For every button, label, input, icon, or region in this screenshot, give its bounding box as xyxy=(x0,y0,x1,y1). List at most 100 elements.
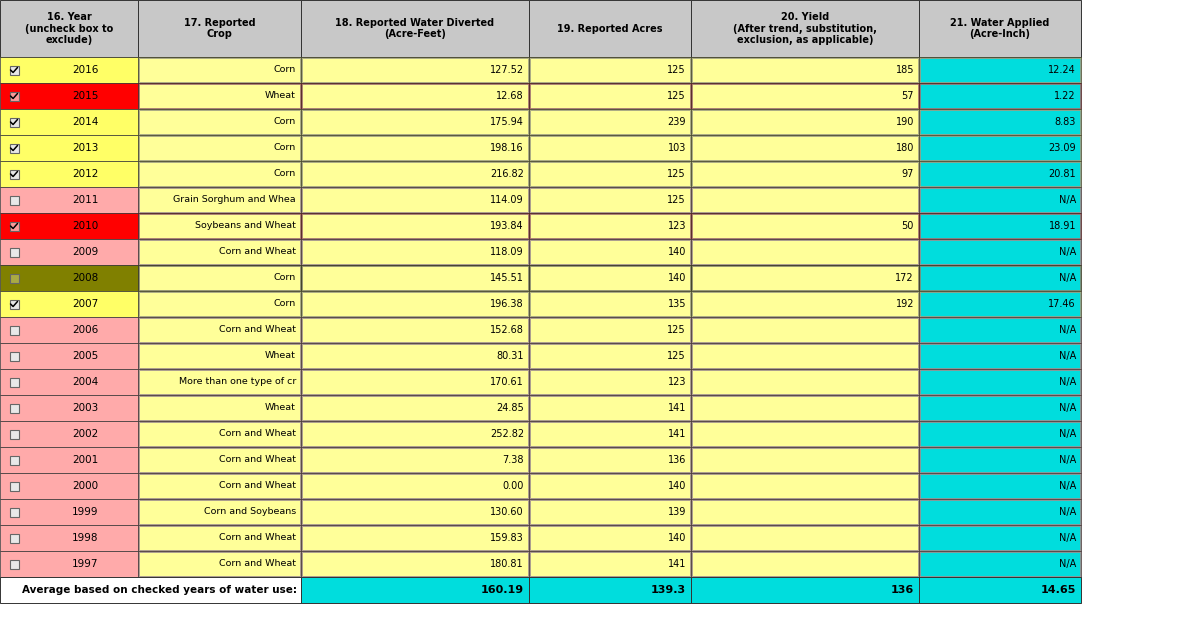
Text: 17.46: 17.46 xyxy=(1049,299,1076,309)
Bar xyxy=(301,109,529,135)
Text: 2014: 2014 xyxy=(72,117,98,127)
Text: Corn and Wheat: Corn and Wheat xyxy=(220,325,296,334)
Text: 140: 140 xyxy=(667,481,686,491)
Bar xyxy=(139,500,300,524)
Bar xyxy=(530,110,690,134)
Text: 80.31: 80.31 xyxy=(497,351,524,361)
Text: N/A: N/A xyxy=(1058,455,1076,465)
Text: 1998: 1998 xyxy=(72,533,98,543)
Bar xyxy=(919,473,1081,499)
Bar xyxy=(691,577,919,603)
Bar xyxy=(920,292,1080,316)
Bar xyxy=(302,214,528,238)
Bar xyxy=(0,421,138,447)
Bar xyxy=(919,421,1081,447)
Text: N/A: N/A xyxy=(1058,533,1076,543)
Text: 145.51: 145.51 xyxy=(490,273,524,283)
Bar xyxy=(919,83,1081,109)
Bar xyxy=(919,213,1081,239)
Text: 252.82: 252.82 xyxy=(490,429,524,439)
Text: Corn and Wheat: Corn and Wheat xyxy=(220,456,296,465)
Text: Corn: Corn xyxy=(274,118,296,126)
Bar xyxy=(919,57,1081,83)
Bar xyxy=(920,58,1080,82)
Text: Corn: Corn xyxy=(274,274,296,283)
Text: Wheat: Wheat xyxy=(265,351,296,360)
Bar xyxy=(692,526,918,550)
Bar xyxy=(10,456,18,465)
Bar xyxy=(301,447,529,473)
Bar xyxy=(139,84,300,108)
Bar xyxy=(139,396,300,420)
Bar xyxy=(692,370,918,394)
Text: Average based on checked years of water use:: Average based on checked years of water … xyxy=(22,585,298,595)
Text: 125: 125 xyxy=(667,351,686,361)
Bar xyxy=(529,317,691,343)
Bar xyxy=(302,110,528,134)
Bar xyxy=(530,214,690,238)
Bar xyxy=(0,187,138,213)
Bar xyxy=(530,448,690,472)
Bar xyxy=(920,474,1080,498)
Bar xyxy=(0,343,138,369)
Bar xyxy=(0,239,138,265)
Text: Corn: Corn xyxy=(274,66,296,75)
Bar xyxy=(529,57,691,83)
Bar xyxy=(692,552,918,576)
Text: 18. Reported Water Diverted
(Acre-Feet): 18. Reported Water Diverted (Acre-Feet) xyxy=(336,18,494,39)
Text: 180.81: 180.81 xyxy=(491,559,524,569)
Bar xyxy=(302,266,528,290)
Text: 16. Year
(uncheck box to
exclude): 16. Year (uncheck box to exclude) xyxy=(25,12,113,45)
Bar xyxy=(0,135,138,161)
Text: 12.68: 12.68 xyxy=(497,91,524,101)
Bar xyxy=(302,188,528,212)
Bar xyxy=(529,343,691,369)
Bar xyxy=(692,500,918,524)
Bar xyxy=(691,395,919,421)
Bar xyxy=(691,421,919,447)
Bar xyxy=(529,525,691,551)
Text: 57: 57 xyxy=(901,91,914,101)
Text: Soybeans and Wheat: Soybeans and Wheat xyxy=(196,221,296,231)
Text: 103: 103 xyxy=(667,143,686,153)
Bar xyxy=(301,421,529,447)
Bar xyxy=(530,58,690,82)
Text: 1997: 1997 xyxy=(72,559,98,569)
Bar xyxy=(920,318,1080,342)
Text: N/A: N/A xyxy=(1058,325,1076,335)
Bar xyxy=(138,499,301,525)
Bar xyxy=(0,83,138,109)
Bar xyxy=(529,473,691,499)
Bar xyxy=(139,162,300,186)
Text: Corn: Corn xyxy=(274,169,296,178)
Text: 118.09: 118.09 xyxy=(491,247,524,257)
Bar xyxy=(302,292,528,316)
Text: 170.61: 170.61 xyxy=(491,377,524,387)
Bar xyxy=(138,369,301,395)
Bar xyxy=(530,240,690,264)
Bar xyxy=(302,84,528,108)
Bar xyxy=(138,395,301,421)
Bar xyxy=(691,109,919,135)
Bar xyxy=(691,369,919,395)
Text: Corn and Wheat: Corn and Wheat xyxy=(220,430,296,439)
Text: 2003: 2003 xyxy=(72,403,98,413)
Bar xyxy=(691,317,919,343)
Bar xyxy=(301,473,529,499)
Bar xyxy=(10,533,18,542)
Bar xyxy=(302,162,528,186)
Bar xyxy=(529,551,691,577)
Bar xyxy=(529,291,691,317)
Text: 172: 172 xyxy=(895,273,914,283)
Text: 239: 239 xyxy=(667,117,686,127)
Text: 125: 125 xyxy=(667,325,686,335)
Text: N/A: N/A xyxy=(1058,377,1076,387)
Bar xyxy=(691,291,919,317)
Bar xyxy=(138,551,301,577)
Bar xyxy=(530,292,690,316)
Bar xyxy=(919,577,1081,603)
Bar xyxy=(139,188,300,212)
Text: 2012: 2012 xyxy=(72,169,98,179)
Text: 127.52: 127.52 xyxy=(490,65,524,75)
Bar xyxy=(139,370,300,394)
